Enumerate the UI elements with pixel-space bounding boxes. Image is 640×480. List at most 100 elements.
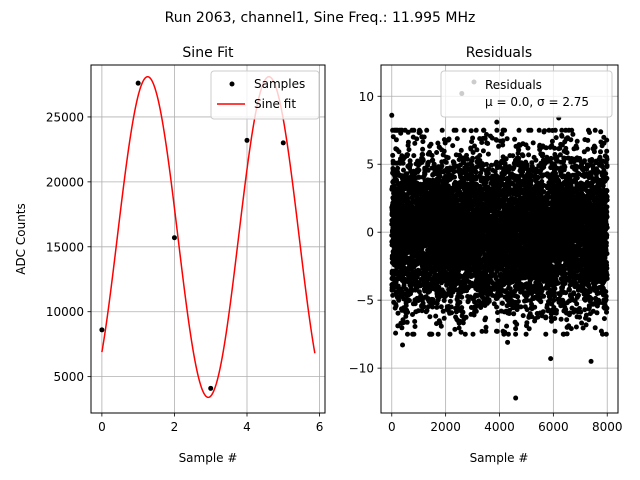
sine-fit-xlabel: Sample # — [179, 451, 238, 465]
residual-point — [434, 304, 440, 310]
residual-point — [474, 147, 480, 153]
residual-point — [463, 314, 469, 320]
residual-point — [465, 156, 470, 162]
residual-point — [461, 127, 467, 133]
residual-point — [424, 308, 430, 313]
residual-point — [403, 303, 409, 309]
sine-fit-title: Sine Fit — [182, 45, 234, 61]
residual-point — [502, 127, 508, 133]
residual-point — [447, 298, 453, 304]
residual-point — [477, 153, 483, 158]
residual-point — [516, 127, 522, 133]
residual-point — [441, 148, 447, 154]
residuals-ytick-label: 5 — [366, 158, 374, 172]
residual-point — [438, 304, 444, 310]
residual-point — [411, 331, 417, 337]
residual-point — [434, 150, 440, 155]
residuals-xtick-label: 8000 — [592, 420, 623, 434]
residual-point — [483, 315, 489, 321]
residual-point — [393, 330, 399, 336]
sine-fit-grid — [91, 65, 325, 413]
figure-suptitle: Run 2063, channel1, Sine Freq.: 11.995 M… — [165, 10, 476, 26]
residual-point — [457, 299, 463, 305]
residual-point — [450, 143, 456, 149]
residual-point — [494, 304, 500, 310]
residuals-ytick-label: 10 — [359, 90, 374, 104]
sine-fit-plot-area — [99, 75, 316, 399]
residual-point — [454, 136, 460, 142]
residual-point — [407, 162, 413, 168]
residual-point — [436, 284, 442, 290]
residual-point — [448, 304, 454, 310]
residual-point — [390, 134, 396, 140]
residual-point — [510, 153, 516, 159]
sine-fit-xtick-label: 0 — [98, 420, 106, 434]
residuals-xtick-label: 6000 — [538, 420, 569, 434]
residual-point — [420, 157, 426, 163]
residual-point — [494, 159, 499, 165]
residual-point — [449, 310, 455, 316]
residual-point — [422, 171, 428, 177]
residual-point — [485, 141, 491, 146]
residual-point — [405, 331, 410, 337]
residual-point — [411, 127, 417, 133]
sine-fit-ytick-label: 20000 — [46, 175, 84, 189]
residual-point — [414, 136, 420, 142]
sample-point — [171, 235, 177, 241]
residual-point — [420, 146, 426, 152]
residual-point — [439, 127, 445, 133]
residual-point — [410, 312, 415, 317]
residual-point — [405, 139, 411, 145]
residual-point — [470, 135, 476, 141]
residual-point — [405, 152, 411, 158]
residual-point — [518, 304, 524, 310]
residuals-title: Residuals — [466, 45, 532, 61]
residual-point — [430, 157, 436, 163]
sine-fit-legend: Samples Sine fit — [210, 70, 320, 120]
residual-point — [421, 134, 427, 140]
residual-point — [511, 311, 517, 317]
sine-fit-ylabel: ADC Counts — [14, 203, 28, 275]
residual-point — [428, 141, 434, 147]
residual-point — [514, 321, 520, 327]
residual-point — [411, 153, 417, 159]
residual-point — [393, 137, 399, 143]
residual-point — [437, 173, 443, 179]
residual-point — [435, 140, 441, 146]
residual-point — [513, 326, 519, 332]
residual-point — [485, 170, 491, 176]
residual-point — [390, 292, 396, 298]
residual-point — [480, 148, 486, 154]
residual-point — [405, 129, 411, 135]
residual-point — [421, 304, 427, 310]
residual-point — [412, 140, 418, 146]
residuals-ytick-label: −5 — [356, 294, 374, 308]
residual-point — [481, 127, 487, 133]
residual-point — [395, 165, 401, 171]
residual-point — [433, 313, 439, 319]
sine-fit-curve — [101, 75, 316, 399]
residual-point — [406, 147, 412, 153]
residual-point — [468, 128, 474, 134]
residual-point — [419, 308, 425, 314]
residual-point — [425, 159, 431, 165]
residual-point — [520, 313, 526, 319]
residual-point — [416, 167, 422, 173]
residual-point — [513, 331, 519, 337]
residual-point — [420, 152, 426, 157]
residual-point — [515, 294, 521, 300]
residual-point — [395, 310, 401, 316]
sine-fit-xtick-label: 4 — [243, 420, 251, 434]
residual-point — [429, 153, 435, 158]
residual-point — [447, 331, 453, 337]
residual-point — [462, 331, 468, 337]
sample-point — [135, 80, 141, 86]
legend-sine-fit-label: Sine fit — [254, 97, 296, 111]
residual-point — [443, 159, 449, 165]
residual-point — [516, 147, 522, 153]
residual-point — [417, 129, 423, 135]
residual-point — [453, 127, 459, 133]
